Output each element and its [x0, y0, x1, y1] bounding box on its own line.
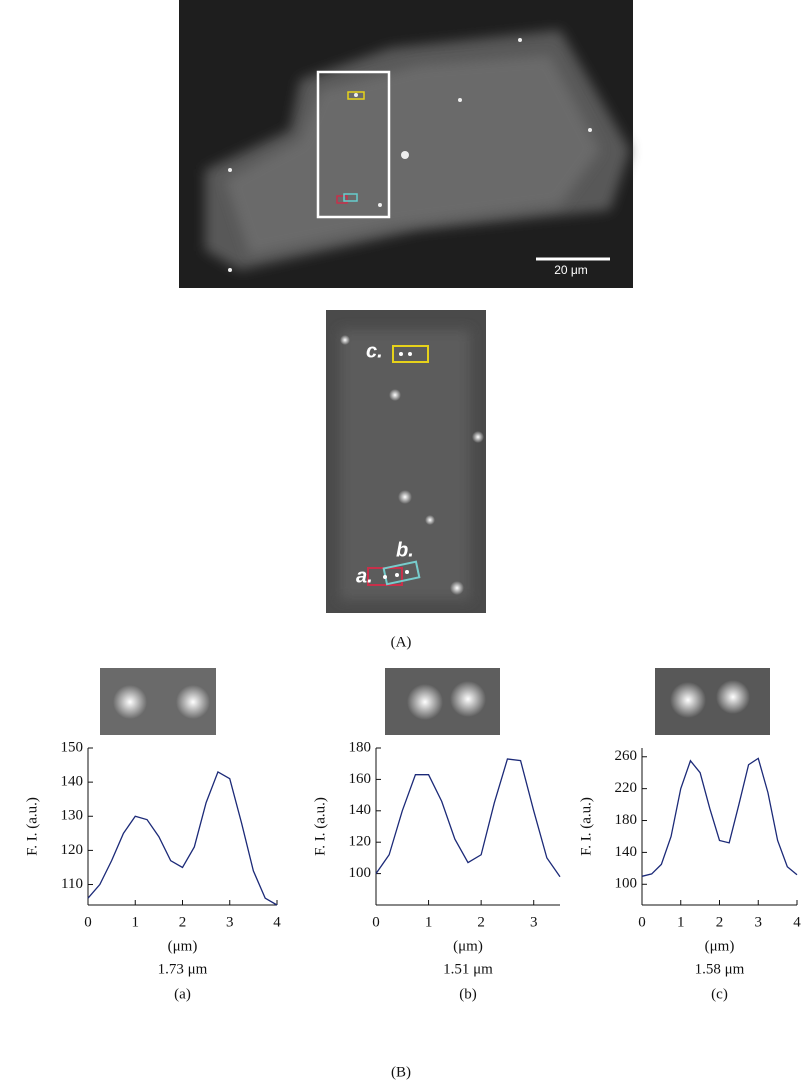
x-tick-label: 4	[793, 914, 801, 930]
y-axis-label: F. I. (a.u.)	[578, 797, 594, 856]
figure: 20 μm a. b. c. (A) (B) 11012013014015001…	[0, 0, 802, 1084]
caption: (c)	[711, 986, 728, 1002]
y-tick-label: 100	[615, 876, 638, 892]
y-tick-label: 120	[349, 834, 372, 850]
x-tick-label: 3	[755, 914, 763, 930]
subtitle: 1.51 μm	[443, 961, 493, 977]
zoom-micrograph: a. b. c.	[326, 310, 486, 613]
x-tick-label: 4	[273, 914, 281, 930]
subtitle: 1.73 μm	[158, 961, 208, 977]
x-axis-label: (μm)	[453, 938, 483, 954]
x-tick-label: 2	[179, 914, 187, 930]
x-tick-label: 2	[716, 914, 724, 930]
y-tick-label: 140	[61, 774, 84, 790]
x-tick-label: 3	[530, 914, 538, 930]
y-tick-label: 220	[615, 780, 638, 796]
data-line	[88, 772, 277, 905]
x-tick-label: 3	[226, 914, 234, 930]
x-tick-label: 2	[477, 914, 485, 930]
y-tick-label: 180	[615, 812, 638, 828]
x-tick-label: 1	[132, 914, 140, 930]
y-axis-label: F. I. (a.u.)	[312, 797, 328, 856]
panel-label: (B)	[391, 1064, 411, 1080]
subtitle: 1.58 μm	[695, 961, 745, 977]
roi-label: b.	[396, 539, 414, 561]
x-axis-label: (μm)	[168, 938, 198, 954]
caption: (a)	[174, 986, 191, 1002]
thumbnail	[100, 668, 216, 735]
x-axis-label: (μm)	[705, 938, 735, 954]
x-tick-label: 1	[677, 914, 685, 930]
roi-label: c.	[366, 340, 383, 362]
x-tick-label: 1	[425, 914, 433, 930]
y-tick-label: 140	[615, 844, 638, 860]
y-tick-label: 100	[349, 865, 372, 881]
x-tick-label: 0	[638, 914, 646, 930]
y-tick-label: 140	[349, 802, 372, 818]
y-tick-label: 150	[61, 739, 84, 755]
y-tick-label: 180	[349, 739, 372, 755]
y-tick-label: 120	[61, 842, 84, 858]
thumbnail	[385, 668, 500, 735]
y-tick-label: 160	[349, 771, 372, 787]
data-line	[376, 759, 560, 877]
x-tick-label: 0	[372, 914, 380, 930]
y-tick-label: 130	[61, 808, 84, 824]
roi-label: a.	[356, 565, 373, 587]
data-line	[642, 758, 797, 876]
x-tick-label: 0	[84, 914, 92, 930]
y-tick-label: 110	[61, 876, 83, 892]
y-tick-label: 260	[615, 748, 638, 764]
y-axis-label: F. I. (a.u.)	[24, 797, 40, 856]
micrograph: 20 μm	[179, 0, 633, 288]
caption: (b)	[459, 986, 477, 1002]
scale-bar-label: 20 μm	[554, 263, 588, 277]
panel-label: (A)	[391, 634, 412, 650]
thumbnail	[655, 668, 770, 735]
